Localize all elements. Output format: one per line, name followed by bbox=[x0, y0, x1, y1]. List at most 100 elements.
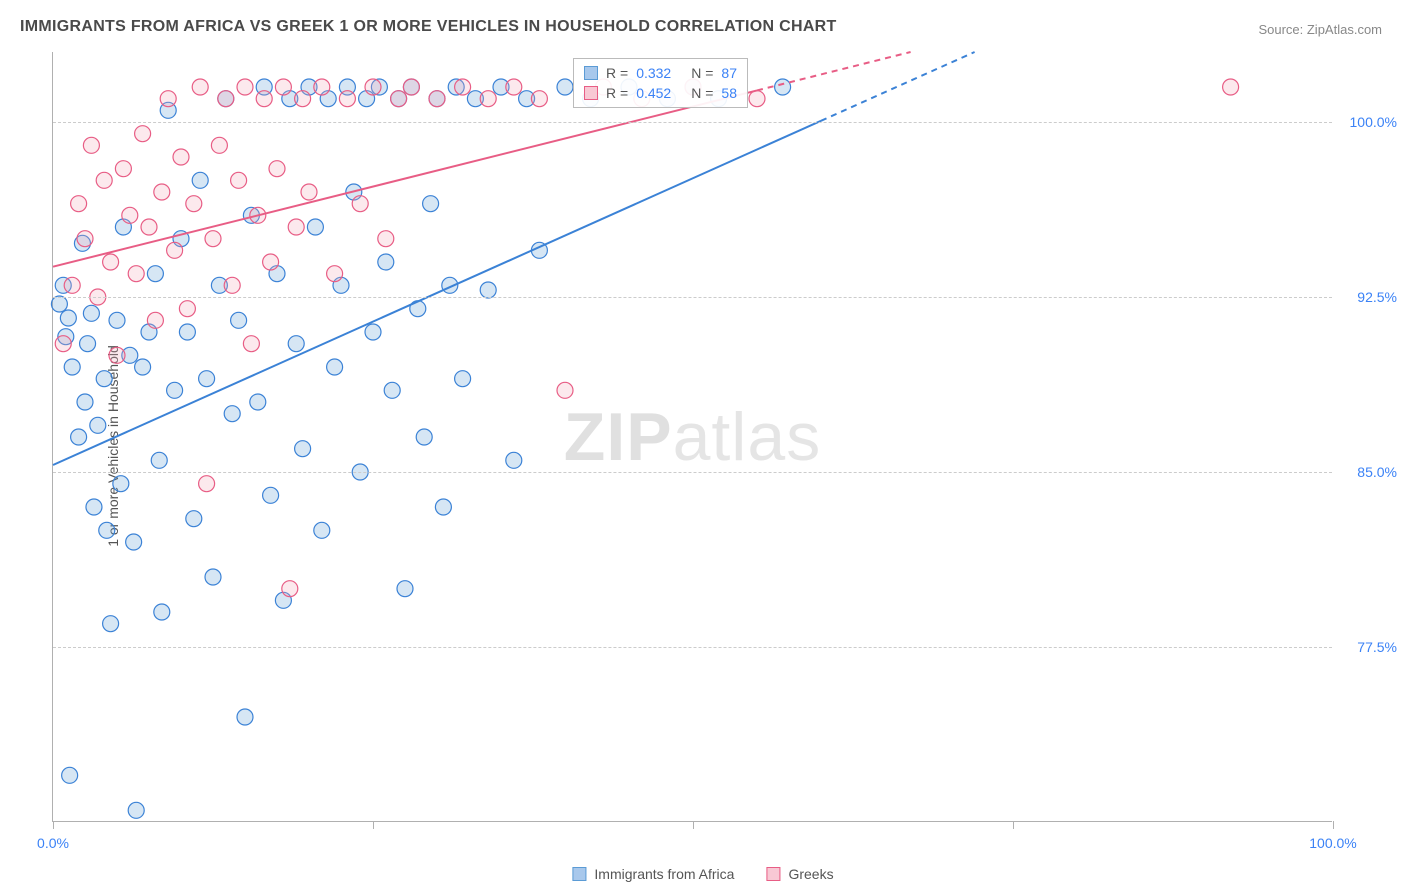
scatter-point bbox=[71, 429, 87, 445]
scatter-point bbox=[199, 476, 215, 492]
scatter-point bbox=[154, 184, 170, 200]
gridline bbox=[53, 122, 1332, 123]
scatter-point bbox=[295, 91, 311, 107]
scatter-point bbox=[64, 277, 80, 293]
scatter-point bbox=[224, 277, 240, 293]
scatter-point bbox=[192, 172, 208, 188]
scatter-point bbox=[429, 91, 445, 107]
scatter-point bbox=[55, 336, 71, 352]
legend-swatch bbox=[766, 867, 780, 881]
scatter-point bbox=[96, 371, 112, 387]
scatter-point bbox=[455, 371, 471, 387]
scatter-point bbox=[51, 296, 67, 312]
scatter-point bbox=[167, 242, 183, 258]
scatter-point bbox=[749, 91, 765, 107]
scatter-point bbox=[480, 282, 496, 298]
scatter-point bbox=[531, 91, 547, 107]
scatter-point bbox=[243, 336, 259, 352]
scatter-point bbox=[423, 196, 439, 212]
scatter-point bbox=[99, 522, 115, 538]
gridline bbox=[53, 297, 1332, 298]
x-tick bbox=[373, 821, 374, 829]
legend-swatch bbox=[584, 66, 598, 80]
n-label: N = bbox=[691, 65, 713, 81]
scatter-point bbox=[173, 149, 189, 165]
source-label: Source: ZipAtlas.com bbox=[1258, 22, 1382, 37]
r-label: R = bbox=[606, 65, 628, 81]
scatter-point bbox=[135, 126, 151, 142]
n-value: 58 bbox=[721, 85, 737, 101]
legend-swatch bbox=[584, 86, 598, 100]
scatter-point bbox=[154, 604, 170, 620]
scatter-point bbox=[352, 196, 368, 212]
scatter-point bbox=[109, 312, 125, 328]
n-value: 87 bbox=[721, 65, 737, 81]
scatter-point bbox=[160, 91, 176, 107]
scatter-point bbox=[237, 79, 253, 95]
scatter-point bbox=[301, 184, 317, 200]
scatter-point bbox=[397, 581, 413, 597]
plot-svg bbox=[53, 52, 1332, 821]
scatter-point bbox=[1223, 79, 1239, 95]
scatter-point bbox=[86, 499, 102, 515]
scatter-point bbox=[218, 91, 234, 107]
scatter-point bbox=[77, 394, 93, 410]
scatter-point bbox=[557, 382, 573, 398]
y-tick-label: 100.0% bbox=[1350, 114, 1397, 130]
chart-title: IMMIGRANTS FROM AFRICA VS GREEK 1 OR MOR… bbox=[20, 18, 837, 36]
scatter-point bbox=[327, 266, 343, 282]
scatter-point bbox=[186, 196, 202, 212]
chart-plot-area: ZIPatlas R =0.332N =87R =0.452N =58 77.5… bbox=[52, 52, 1332, 822]
scatter-point bbox=[506, 79, 522, 95]
scatter-point bbox=[179, 301, 195, 317]
scatter-point bbox=[128, 802, 144, 818]
scatter-point bbox=[126, 534, 142, 550]
scatter-point bbox=[135, 359, 151, 375]
r-value: 0.332 bbox=[636, 65, 671, 81]
scatter-point bbox=[147, 312, 163, 328]
legend-label: Greeks bbox=[788, 866, 833, 882]
scatter-point bbox=[96, 172, 112, 188]
scatter-point bbox=[403, 79, 419, 95]
scatter-point bbox=[103, 616, 119, 632]
scatter-point bbox=[327, 359, 343, 375]
scatter-point bbox=[192, 79, 208, 95]
scatter-point bbox=[339, 91, 355, 107]
scatter-point bbox=[263, 487, 279, 503]
legend-item: Greeks bbox=[766, 866, 833, 882]
scatter-point bbox=[71, 196, 87, 212]
scatter-point bbox=[378, 231, 394, 247]
scatter-point bbox=[455, 79, 471, 95]
scatter-point bbox=[141, 219, 157, 235]
scatter-point bbox=[365, 324, 381, 340]
legend-label: Immigrants from Africa bbox=[594, 866, 734, 882]
r-label: R = bbox=[606, 85, 628, 101]
scatter-point bbox=[506, 452, 522, 468]
scatter-point bbox=[77, 231, 93, 247]
scatter-point bbox=[167, 382, 183, 398]
x-tick bbox=[693, 821, 694, 829]
scatter-point bbox=[83, 305, 99, 321]
legend-item: Immigrants from Africa bbox=[572, 866, 734, 882]
x-tick bbox=[53, 821, 54, 829]
scatter-point bbox=[263, 254, 279, 270]
scatter-point bbox=[384, 382, 400, 398]
scatter-point bbox=[205, 569, 221, 585]
scatter-point bbox=[557, 79, 573, 95]
scatter-point bbox=[179, 324, 195, 340]
y-tick-label: 92.5% bbox=[1357, 289, 1397, 305]
scatter-point bbox=[60, 310, 76, 326]
x-tick-label: 0.0% bbox=[37, 835, 69, 851]
scatter-point bbox=[113, 476, 129, 492]
y-tick-label: 77.5% bbox=[1357, 639, 1397, 655]
scatter-point bbox=[365, 79, 381, 95]
scatter-point bbox=[314, 79, 330, 95]
x-tick bbox=[1013, 821, 1014, 829]
trend-line-solid bbox=[53, 121, 821, 465]
scatter-point bbox=[256, 91, 272, 107]
legend-swatch bbox=[572, 867, 586, 881]
annotation-row: R =0.452N =58 bbox=[584, 83, 737, 103]
scatter-point bbox=[250, 394, 266, 410]
scatter-point bbox=[103, 254, 119, 270]
r-value: 0.452 bbox=[636, 85, 671, 101]
